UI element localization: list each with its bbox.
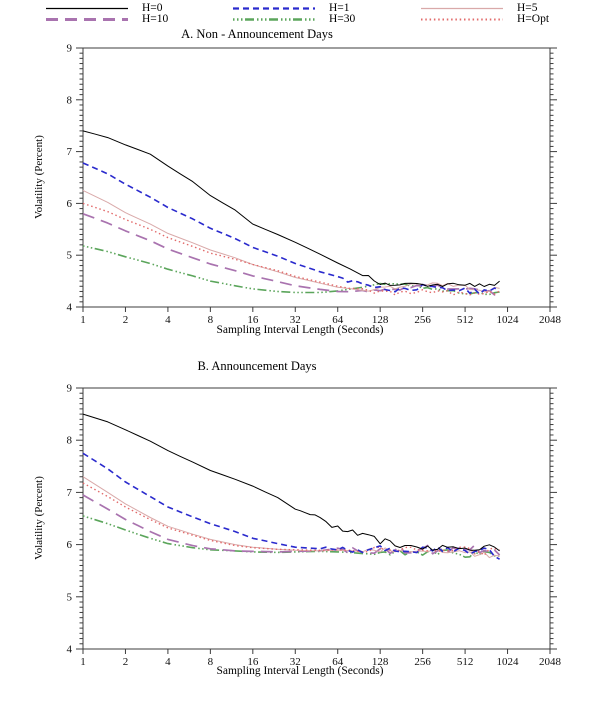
x-tick-label: 1 (80, 314, 86, 326)
x-tick-label: 512 (457, 314, 474, 326)
legend-item-h1: H=1 (232, 2, 355, 14)
legend-item-h30: H=30 (232, 13, 356, 25)
x-tick-label: 128 (372, 314, 389, 326)
series-line-H=10 (82, 494, 501, 556)
x-tick-label: 4 (165, 314, 171, 326)
chart-b-title: B. Announcement Days (197, 359, 317, 373)
chart-a-plot: 4 5 6 7 8 9 1 2 4 8 16 32 64 128 256 512 1024 2048 (67, 43, 562, 327)
legend-line-sample-h0 (46, 7, 128, 10)
series-line-H=5 (82, 476, 500, 559)
y-tick-label: 7 (67, 146, 73, 158)
x-tick-label: 512 (457, 656, 474, 668)
y-tick-label: 4 (67, 302, 73, 314)
series-line-H=Opt (82, 202, 500, 296)
x-tick-label: 2048 (539, 656, 562, 668)
legend-line-sample-h1 (233, 7, 315, 10)
legend-label-h1: H=1 (329, 2, 350, 14)
legend-item-hopt: H=Opt (420, 13, 550, 25)
chart-a-title: A. Non - Announcement Days (181, 27, 333, 41)
legend: H=0 H=10 H=1 H=30 H=5 H=Opt (0, 2, 600, 31)
x-tick-label: 2 (123, 656, 129, 668)
y-tick-label: 9 (67, 383, 73, 395)
x-tick-label: 32 (290, 656, 301, 668)
series-line-H=10 (82, 213, 500, 296)
legend-item-h10: H=10 (45, 13, 169, 25)
y-tick-label: 7 (67, 487, 73, 499)
x-tick-label: 8 (208, 656, 214, 668)
y-tick-label: 5 (67, 591, 73, 603)
x-tick-label: 256 (414, 656, 431, 668)
legend-label-h5: H=5 (517, 2, 538, 14)
series-line-H=1 (82, 452, 500, 560)
x-tick-label: 4 (165, 656, 171, 668)
y-tick-label: 6 (67, 198, 73, 210)
x-tick-label: 8 (208, 314, 214, 326)
legend-label-h10: H=10 (142, 13, 169, 25)
x-tick-label: 1024 (497, 656, 520, 668)
y-tick-label: 9 (67, 43, 73, 55)
legend-line-sample-h5 (421, 7, 503, 10)
x-tick-label: 2048 (539, 314, 562, 326)
x-tick-label: 256 (414, 314, 431, 326)
legend-line-sample-h30 (233, 18, 315, 21)
series-line-H=0 (82, 413, 500, 552)
legend-item-h5: H=5 (420, 2, 549, 14)
chart-a-x-axis-label: Sampling Interval Length (Seconds) (216, 324, 384, 336)
x-tick-label: 64 (332, 314, 344, 326)
series-line-H=30 (82, 515, 500, 558)
legend-label-h0: H=0 (142, 2, 163, 14)
legend-column-1: H=0 H=10 (45, 2, 169, 25)
x-tick-label: 1024 (497, 314, 520, 326)
x-tick-label: 64 (332, 656, 344, 668)
legend-column-2: H=1 H=30 (232, 2, 356, 25)
y-tick-label: 8 (67, 94, 73, 106)
legend-column-3: H=5 H=Opt (420, 2, 550, 25)
chart-b-x-axis-label: Sampling Interval Length (Seconds) (216, 665, 384, 677)
x-tick-label: 16 (247, 656, 259, 668)
plot-frame (82, 47, 551, 308)
series-line-H=30 (82, 245, 500, 296)
legend-item-h0: H=0 (45, 2, 168, 14)
legend-line-sample-h10 (46, 18, 128, 21)
chart-b-plot: 4 5 6 7 8 9 1 2 4 8 16 32 64 128 256 512 1024 2048 (67, 383, 562, 669)
y-tick-label: 5 (67, 250, 73, 262)
x-tick-label: 32 (290, 314, 301, 326)
legend-label-h30: H=30 (329, 13, 356, 25)
series-line-H=0 (82, 130, 500, 287)
x-tick-label: 16 (247, 314, 259, 326)
legend-line-sample-hopt (421, 18, 503, 21)
y-tick-label: 6 (67, 539, 73, 551)
x-tick-label: 1 (80, 656, 86, 668)
legend-label-hopt: H=Opt (517, 13, 550, 25)
y-tick-label: 8 (67, 435, 73, 447)
x-tick-label: 128 (372, 656, 389, 668)
y-tick-label: 4 (67, 644, 73, 656)
x-tick-label: 2 (123, 314, 129, 326)
